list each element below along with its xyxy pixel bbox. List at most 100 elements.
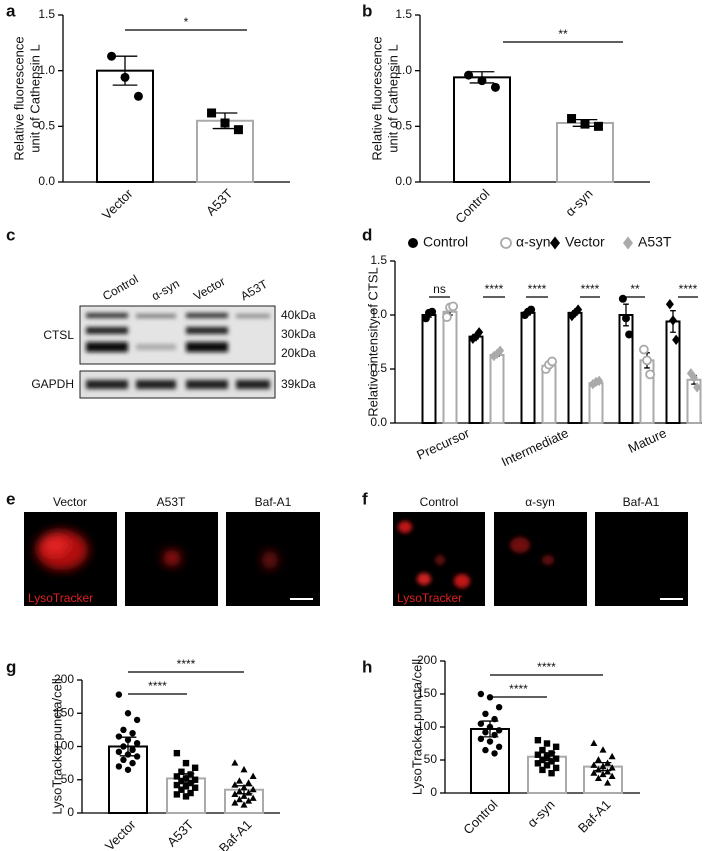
data-point (495, 704, 503, 711)
data-point (464, 70, 474, 80)
x-tick-label: Mature (626, 425, 669, 456)
legend-marker (408, 238, 418, 248)
y-tick-label: 0.0 (370, 415, 387, 429)
significance-label: **** (148, 679, 167, 693)
data-point (482, 729, 489, 736)
y-tick-label: 50 (61, 772, 75, 786)
data-point (690, 372, 698, 383)
data-point (527, 305, 536, 314)
data-point (539, 746, 546, 754)
data-point (182, 793, 190, 800)
y-axis-label: unit of Cathepsin L (27, 44, 42, 152)
lane-label: Control (100, 272, 141, 303)
data-point (486, 723, 494, 731)
data-point (124, 751, 132, 758)
y-tick-label: 0 (67, 805, 74, 819)
size-label: 30kDa (281, 327, 316, 341)
data-point (107, 51, 117, 61)
data-point (235, 787, 243, 795)
stain-label: LysoTracker (28, 591, 93, 605)
data-point (231, 759, 239, 766)
image-label: Control (420, 495, 459, 509)
x-tick-label: Control (460, 797, 500, 837)
y-tick-label: 0 (430, 785, 437, 799)
data-point (240, 765, 248, 773)
significance-label: * (184, 15, 189, 29)
data-point (129, 759, 136, 767)
data-point (120, 726, 127, 734)
data-point (231, 781, 239, 788)
data-point (124, 766, 132, 773)
bar (588, 382, 604, 425)
data-point (543, 740, 551, 747)
data-point (599, 746, 607, 753)
image-label: α-syn (525, 495, 555, 509)
data-point (638, 344, 649, 355)
data-point (182, 775, 190, 782)
data-point (618, 294, 627, 303)
row-label: CTSL (43, 328, 74, 342)
micrograph-panel: e Vector A53T Baf-A1 LysoTracker (6, 489, 320, 606)
y-tick-label: 200 (417, 653, 437, 667)
y-tick-label: 150 (54, 705, 74, 719)
y-tick-label: 1.0 (395, 63, 412, 77)
data-point (608, 764, 616, 771)
data-point (625, 330, 634, 339)
y-axis-label: Relative fluorescence (11, 36, 26, 160)
significance-label: **** (528, 282, 547, 296)
significance-label: **** (485, 282, 504, 296)
data-point (475, 327, 484, 338)
data-point (599, 762, 607, 770)
bar (453, 76, 511, 183)
y-axis-label: Relative intensity of CTSL (365, 267, 380, 417)
y-tick-label: 1.0 (38, 63, 55, 77)
significance-label: ** (630, 282, 640, 296)
data-point (245, 789, 253, 796)
data-point (594, 756, 602, 763)
x-tick-label: A53T (164, 817, 197, 850)
data-point (477, 690, 485, 698)
data-point (574, 304, 583, 315)
signal (398, 521, 554, 588)
data-point (642, 355, 652, 366)
data-point (548, 770, 555, 777)
image-label: A53T (157, 495, 186, 509)
y-tick-label: 100 (417, 719, 437, 733)
data-point (604, 759, 612, 766)
data-point (182, 783, 190, 790)
data-point (240, 801, 248, 808)
data-point (133, 91, 143, 101)
data-point (115, 733, 123, 740)
data-point (120, 756, 127, 763)
data-point (207, 108, 217, 118)
data-point (552, 743, 560, 750)
y-tick-label: 150 (417, 686, 437, 700)
data-point (543, 753, 551, 760)
data-point (235, 777, 243, 784)
data-point (187, 779, 194, 787)
legend-label: A53T (638, 234, 672, 250)
data-point (245, 779, 253, 786)
image-label: Vector (53, 495, 87, 509)
data-point (115, 763, 123, 770)
size-label: 39kDa (281, 377, 316, 391)
bar (442, 310, 458, 425)
data-point (622, 314, 630, 323)
data-point (595, 375, 604, 387)
data-point (669, 315, 677, 326)
data-point (220, 118, 230, 128)
data-point (486, 738, 494, 745)
micrograph (494, 512, 587, 606)
data-point (235, 795, 243, 803)
legend-label: α-syn (516, 234, 551, 250)
image-label: Baf-A1 (623, 495, 660, 509)
data-point (482, 710, 489, 717)
data-point (120, 743, 127, 750)
data-point (604, 779, 612, 786)
row-label: GAPDH (31, 377, 74, 391)
bar (489, 353, 505, 424)
data-point (645, 369, 656, 380)
data-point (249, 794, 257, 801)
x-tick-label: Intermediate (499, 425, 571, 469)
data-point (133, 753, 141, 760)
